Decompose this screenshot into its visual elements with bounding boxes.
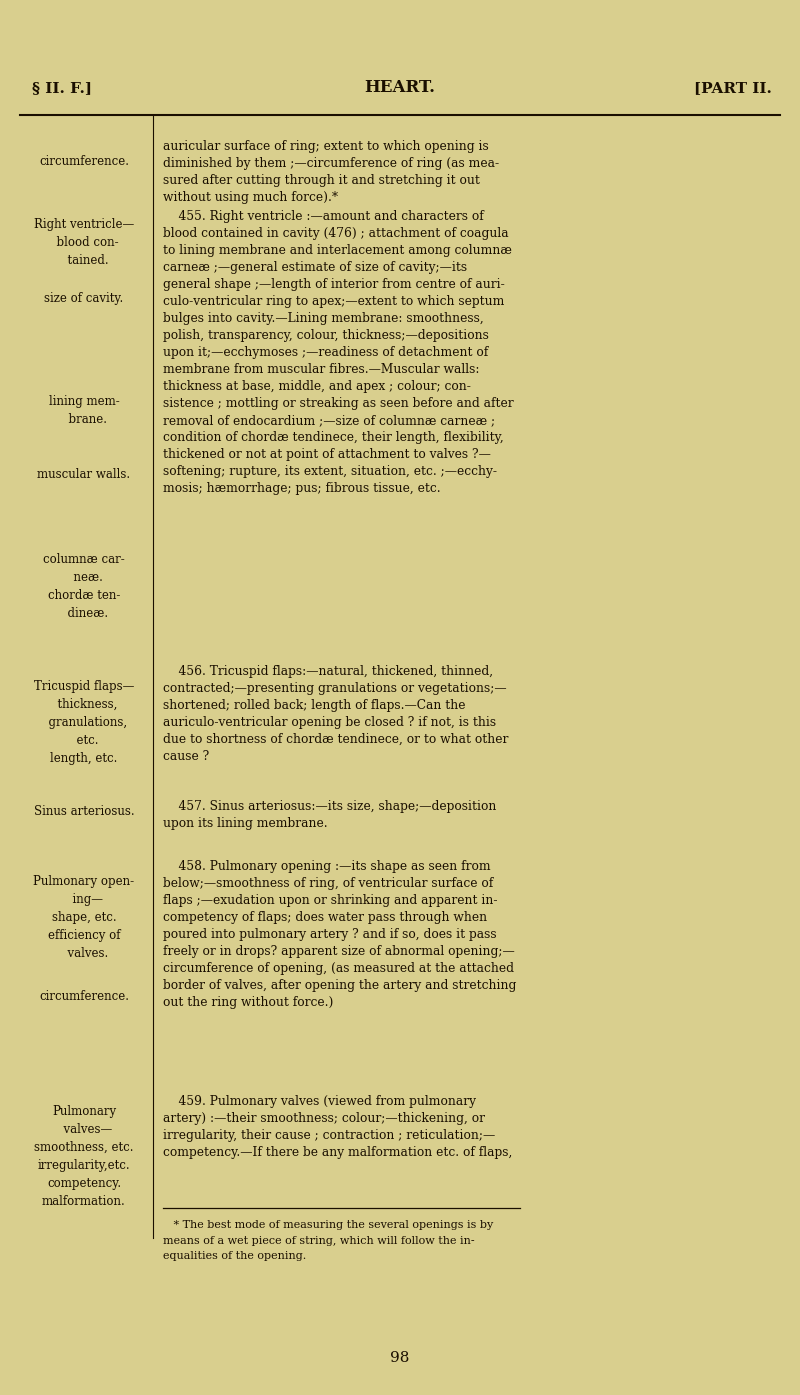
Text: due to shortness of chordæ tendinece, or to what other: due to shortness of chordæ tendinece, or… <box>163 732 508 746</box>
Text: contracted;—presenting granulations or vegetations;—: contracted;—presenting granulations or v… <box>163 682 506 695</box>
Text: thickness at base, middle, and apex ; colour; con-: thickness at base, middle, and apex ; co… <box>163 379 471 393</box>
Text: thickened or not at point of attachment to valves ?—: thickened or not at point of attachment … <box>163 448 491 460</box>
Text: 457. Sinus arteriosus:—its size, shape;—deposition: 457. Sinus arteriosus:—its size, shape;—… <box>163 799 496 813</box>
Text: cause ?: cause ? <box>163 751 210 763</box>
Text: [PART II.: [PART II. <box>694 81 772 95</box>
Text: circumference of opening, (as measured at the attached: circumference of opening, (as measured a… <box>163 963 514 975</box>
Text: irregularity, their cause ; contraction ; reticulation;—: irregularity, their cause ; contraction … <box>163 1129 495 1143</box>
Text: to lining membrane and interlacement among columnæ: to lining membrane and interlacement amo… <box>163 244 512 257</box>
Text: flaps ;—exudation upon or shrinking and apparent in-: flaps ;—exudation upon or shrinking and … <box>163 894 498 907</box>
Text: upon its lining membrane.: upon its lining membrane. <box>163 817 328 830</box>
Text: 458. Pulmonary opening :—its shape as seen from: 458. Pulmonary opening :—its shape as se… <box>163 859 490 873</box>
Text: 459. Pulmonary valves (viewed from pulmonary: 459. Pulmonary valves (viewed from pulmo… <box>163 1095 476 1108</box>
Text: poured into pulmonary artery ? and if so, does it pass: poured into pulmonary artery ? and if so… <box>163 928 497 942</box>
Text: size of cavity.: size of cavity. <box>44 292 124 306</box>
Text: shortened; rolled back; length of flaps.—Can the: shortened; rolled back; length of flaps.… <box>163 699 466 711</box>
Text: blood contained in cavity (476) ; attachment of coagula: blood contained in cavity (476) ; attach… <box>163 227 509 240</box>
Text: HEART.: HEART. <box>365 80 435 96</box>
Text: artery) :—their smoothness; colour;—thickening, or: artery) :—their smoothness; colour;—thic… <box>163 1112 485 1124</box>
Text: removal of endocardium ;—size of columnæ carneæ ;: removal of endocardium ;—size of columnæ… <box>163 414 495 427</box>
Text: mosis; hæmorrhage; pus; fibrous tissue, etc.: mosis; hæmorrhage; pus; fibrous tissue, … <box>163 483 441 495</box>
Text: culo-ventricular ring to apex;—extent to which septum: culo-ventricular ring to apex;—extent to… <box>163 294 504 308</box>
Text: 98: 98 <box>390 1350 410 1364</box>
Text: Right ventricle—
  blood con-
  tained.: Right ventricle— blood con- tained. <box>34 218 134 266</box>
Text: circumference.: circumference. <box>39 990 129 1003</box>
Text: diminished by them ;—circumference of ring (as mea-: diminished by them ;—circumference of ri… <box>163 158 499 170</box>
Text: bulges into cavity.—Lining membrane: smoothness,: bulges into cavity.—Lining membrane: smo… <box>163 312 484 325</box>
Text: upon it;—ecchymoses ;—readiness of detachment of: upon it;—ecchymoses ;—readiness of detac… <box>163 346 488 359</box>
Text: out the ring without force.): out the ring without force.) <box>163 996 334 1009</box>
Text: competency of flaps; does water pass through when: competency of flaps; does water pass thr… <box>163 911 487 923</box>
Text: 456. Tricuspid flaps:—natural, thickened, thinned,: 456. Tricuspid flaps:—natural, thickened… <box>163 665 493 678</box>
Text: equalities of the opening.: equalities of the opening. <box>163 1251 306 1261</box>
Text: freely or in drops? apparent size of abnormal opening;—: freely or in drops? apparent size of abn… <box>163 944 514 958</box>
Text: sured after cutting through it and stretching it out: sured after cutting through it and stret… <box>163 174 480 187</box>
Text: polish, transparency, colour, thickness;—depositions: polish, transparency, colour, thickness;… <box>163 329 489 342</box>
Text: means of a wet piece of string, which will follow the in-: means of a wet piece of string, which wi… <box>163 1236 474 1246</box>
Text: auricular surface of ring; extent to which opening is: auricular surface of ring; extent to whi… <box>163 140 489 153</box>
Text: below;—smoothness of ring, of ventricular surface of: below;—smoothness of ring, of ventricula… <box>163 877 494 890</box>
Text: without using much force).*: without using much force).* <box>163 191 338 204</box>
Text: * The best mode of measuring the several openings is by: * The best mode of measuring the several… <box>163 1221 494 1230</box>
Text: auriculo-ventricular opening be closed ? if not, is this: auriculo-ventricular opening be closed ?… <box>163 716 496 730</box>
Text: Sinus arteriosus.: Sinus arteriosus. <box>34 805 134 817</box>
Text: carneæ ;—general estimate of size of cavity;—its: carneæ ;—general estimate of size of cav… <box>163 261 467 273</box>
Text: Pulmonary
  valves—
smoothness, etc.
irregularity,etc.
competency.
malformation.: Pulmonary valves— smoothness, etc. irreg… <box>34 1105 134 1208</box>
Text: border of valves, after opening the artery and stretching: border of valves, after opening the arte… <box>163 979 516 992</box>
Text: competency.—If there be any malformation etc. of flaps,: competency.—If there be any malformation… <box>163 1147 512 1159</box>
Text: columnæ car-
  neæ.
chordæ ten-
  dineæ.: columnæ car- neæ. chordæ ten- dineæ. <box>43 552 125 619</box>
Text: sistence ; mottling or streaking as seen before and after: sistence ; mottling or streaking as seen… <box>163 398 514 410</box>
Text: circumference.: circumference. <box>39 155 129 167</box>
Text: Pulmonary open-
  ing—
shape, etc.
efficiency of
  valves.: Pulmonary open- ing— shape, etc. efficie… <box>34 875 134 960</box>
Text: condition of chordæ tendinece, their length, flexibility,: condition of chordæ tendinece, their len… <box>163 431 504 444</box>
Text: general shape ;—length of interior from centre of auri-: general shape ;—length of interior from … <box>163 278 505 292</box>
Text: § II. F.]: § II. F.] <box>32 81 92 95</box>
Text: softening; rupture, its extent, situation, etc. ;—ecchy-: softening; rupture, its extent, situatio… <box>163 465 497 478</box>
Text: muscular walls.: muscular walls. <box>38 467 130 481</box>
Text: Tricuspid flaps—
  thickness,
  granulations,
  etc.
length, etc.: Tricuspid flaps— thickness, granulations… <box>34 679 134 764</box>
Text: 455. Right ventricle :—amount and characters of: 455. Right ventricle :—amount and charac… <box>163 211 484 223</box>
Text: lining mem-
  brane.: lining mem- brane. <box>49 395 119 425</box>
Text: membrane from muscular fibres.—Muscular walls:: membrane from muscular fibres.—Muscular … <box>163 363 479 377</box>
